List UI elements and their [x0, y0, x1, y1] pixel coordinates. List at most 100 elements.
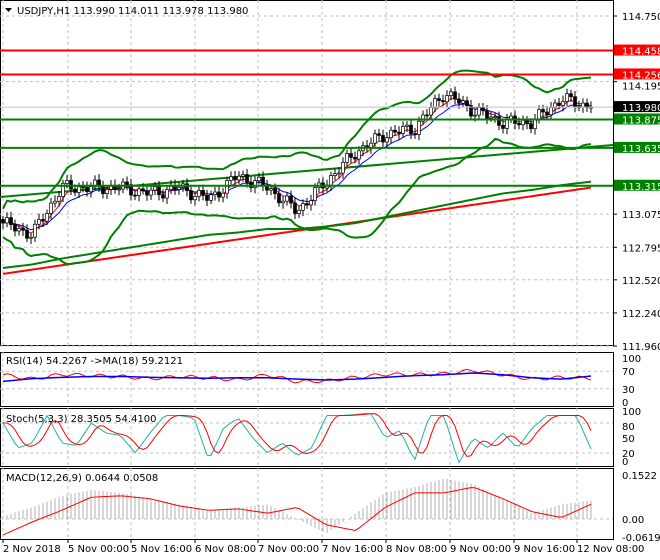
candle-body [473, 114, 477, 117]
candle-body [253, 180, 257, 188]
candle-body [401, 126, 405, 134]
panel-frame-3 [0, 468, 614, 540]
rsi-title: RSI(14) 54.2267 ->MA(18) 59.2121 [6, 356, 183, 367]
candle-body [285, 195, 289, 202]
candle-body [345, 153, 349, 163]
candle-body [281, 200, 285, 204]
candle-body [17, 228, 21, 232]
candle-body [177, 187, 181, 190]
level-label: 114.256 [622, 70, 660, 81]
stoch-main-line [2, 412, 592, 464]
candle-body [349, 153, 353, 158]
rsi-tick-label: 0 [622, 398, 628, 409]
candle-body [469, 105, 473, 117]
macd-signal-line [2, 487, 592, 536]
candle-body [477, 107, 481, 116]
candle-body [517, 123, 521, 126]
candle-body [381, 135, 385, 143]
candle-body [233, 176, 237, 181]
candle-body [305, 203, 309, 206]
candle-body [217, 191, 221, 198]
price-tick-label: 112.795 [622, 243, 660, 254]
candle-body [309, 200, 313, 206]
candle-body [393, 129, 397, 133]
price-tick-label: 114.195 [622, 82, 660, 93]
candle-body [425, 114, 429, 117]
ma-red-line [2, 186, 592, 275]
time-tick-label: 7 Nov 16:00 [322, 544, 383, 555]
dropdown-triangle-icon [5, 8, 12, 12]
price-tick-label: 114.750 [622, 12, 660, 23]
candle-body [133, 194, 137, 197]
stoch-tick-label: 100 [622, 407, 641, 418]
time-tick-label: 8 Nov 08:00 [386, 544, 447, 555]
candle-body [221, 192, 225, 198]
candle-body [457, 98, 461, 104]
candle-body [57, 196, 61, 202]
time-tick-label: 6 Nov 08:00 [195, 544, 256, 555]
rsi-tick-label: 100 [622, 354, 641, 365]
candle-body [445, 95, 449, 103]
current-price-tag [614, 101, 660, 113]
candle-body [329, 175, 333, 186]
level-tag [614, 141, 660, 153]
candle-body [417, 120, 421, 135]
candle-body [565, 93, 569, 102]
candle-body [261, 176, 265, 186]
rsi-line [2, 368, 592, 384]
candle-body [353, 156, 357, 160]
candle-body [277, 193, 281, 204]
panel-frame-1 [0, 352, 614, 407]
candle-body [313, 187, 317, 202]
candle-body [37, 219, 41, 225]
candle-body [161, 194, 165, 199]
candle-body [541, 109, 545, 113]
candle-body [89, 186, 93, 193]
candle-body [493, 116, 497, 119]
price-tick-label: 112.240 [622, 309, 660, 320]
candle-body [9, 217, 13, 225]
candle-body [193, 195, 197, 201]
level-tag [614, 113, 660, 125]
candle-body [489, 116, 493, 119]
macd-tick-label: 0.1522 [622, 471, 657, 482]
rsi-ma-line [2, 372, 592, 383]
candle-body [561, 101, 565, 106]
candle-body [341, 161, 345, 174]
level-label: 113.875 [622, 116, 660, 127]
candle-body [77, 186, 81, 193]
candle-body [5, 217, 9, 224]
candle-body [297, 209, 301, 214]
candle-body [61, 183, 65, 197]
candle-body [153, 186, 157, 191]
candle-body [465, 100, 469, 106]
candle-body [521, 119, 525, 126]
candle-body [145, 190, 149, 196]
candle-body [529, 123, 533, 130]
stoch-title: Stoch(5,3,3) 28.3505 54.4100 [6, 414, 157, 425]
level-label: 114.458 [622, 47, 660, 58]
candle-body [293, 202, 297, 214]
candle-body [73, 188, 77, 193]
candle-body [49, 202, 53, 214]
candle-body [373, 133, 377, 144]
candle-body [117, 188, 121, 191]
time-tick-label: 5 Nov 16:00 [131, 544, 192, 555]
candle-body [485, 110, 489, 119]
candle-body [453, 91, 457, 100]
candle-body [201, 189, 205, 196]
stoch-signal-line [3, 413, 592, 457]
macd-title: MACD(12,26,9) 0.0644 0.0508 [6, 473, 158, 484]
candle-body [269, 188, 273, 191]
candle-body [337, 172, 341, 175]
candle-body [225, 180, 229, 194]
time-tick-label: 9 Nov 00:00 [450, 544, 511, 555]
candle-body [105, 189, 109, 195]
candle-body [525, 119, 529, 125]
level-label: 113.315 [622, 182, 660, 193]
level-tag [614, 179, 660, 191]
candle-body [333, 173, 337, 176]
candle-body [21, 228, 25, 231]
